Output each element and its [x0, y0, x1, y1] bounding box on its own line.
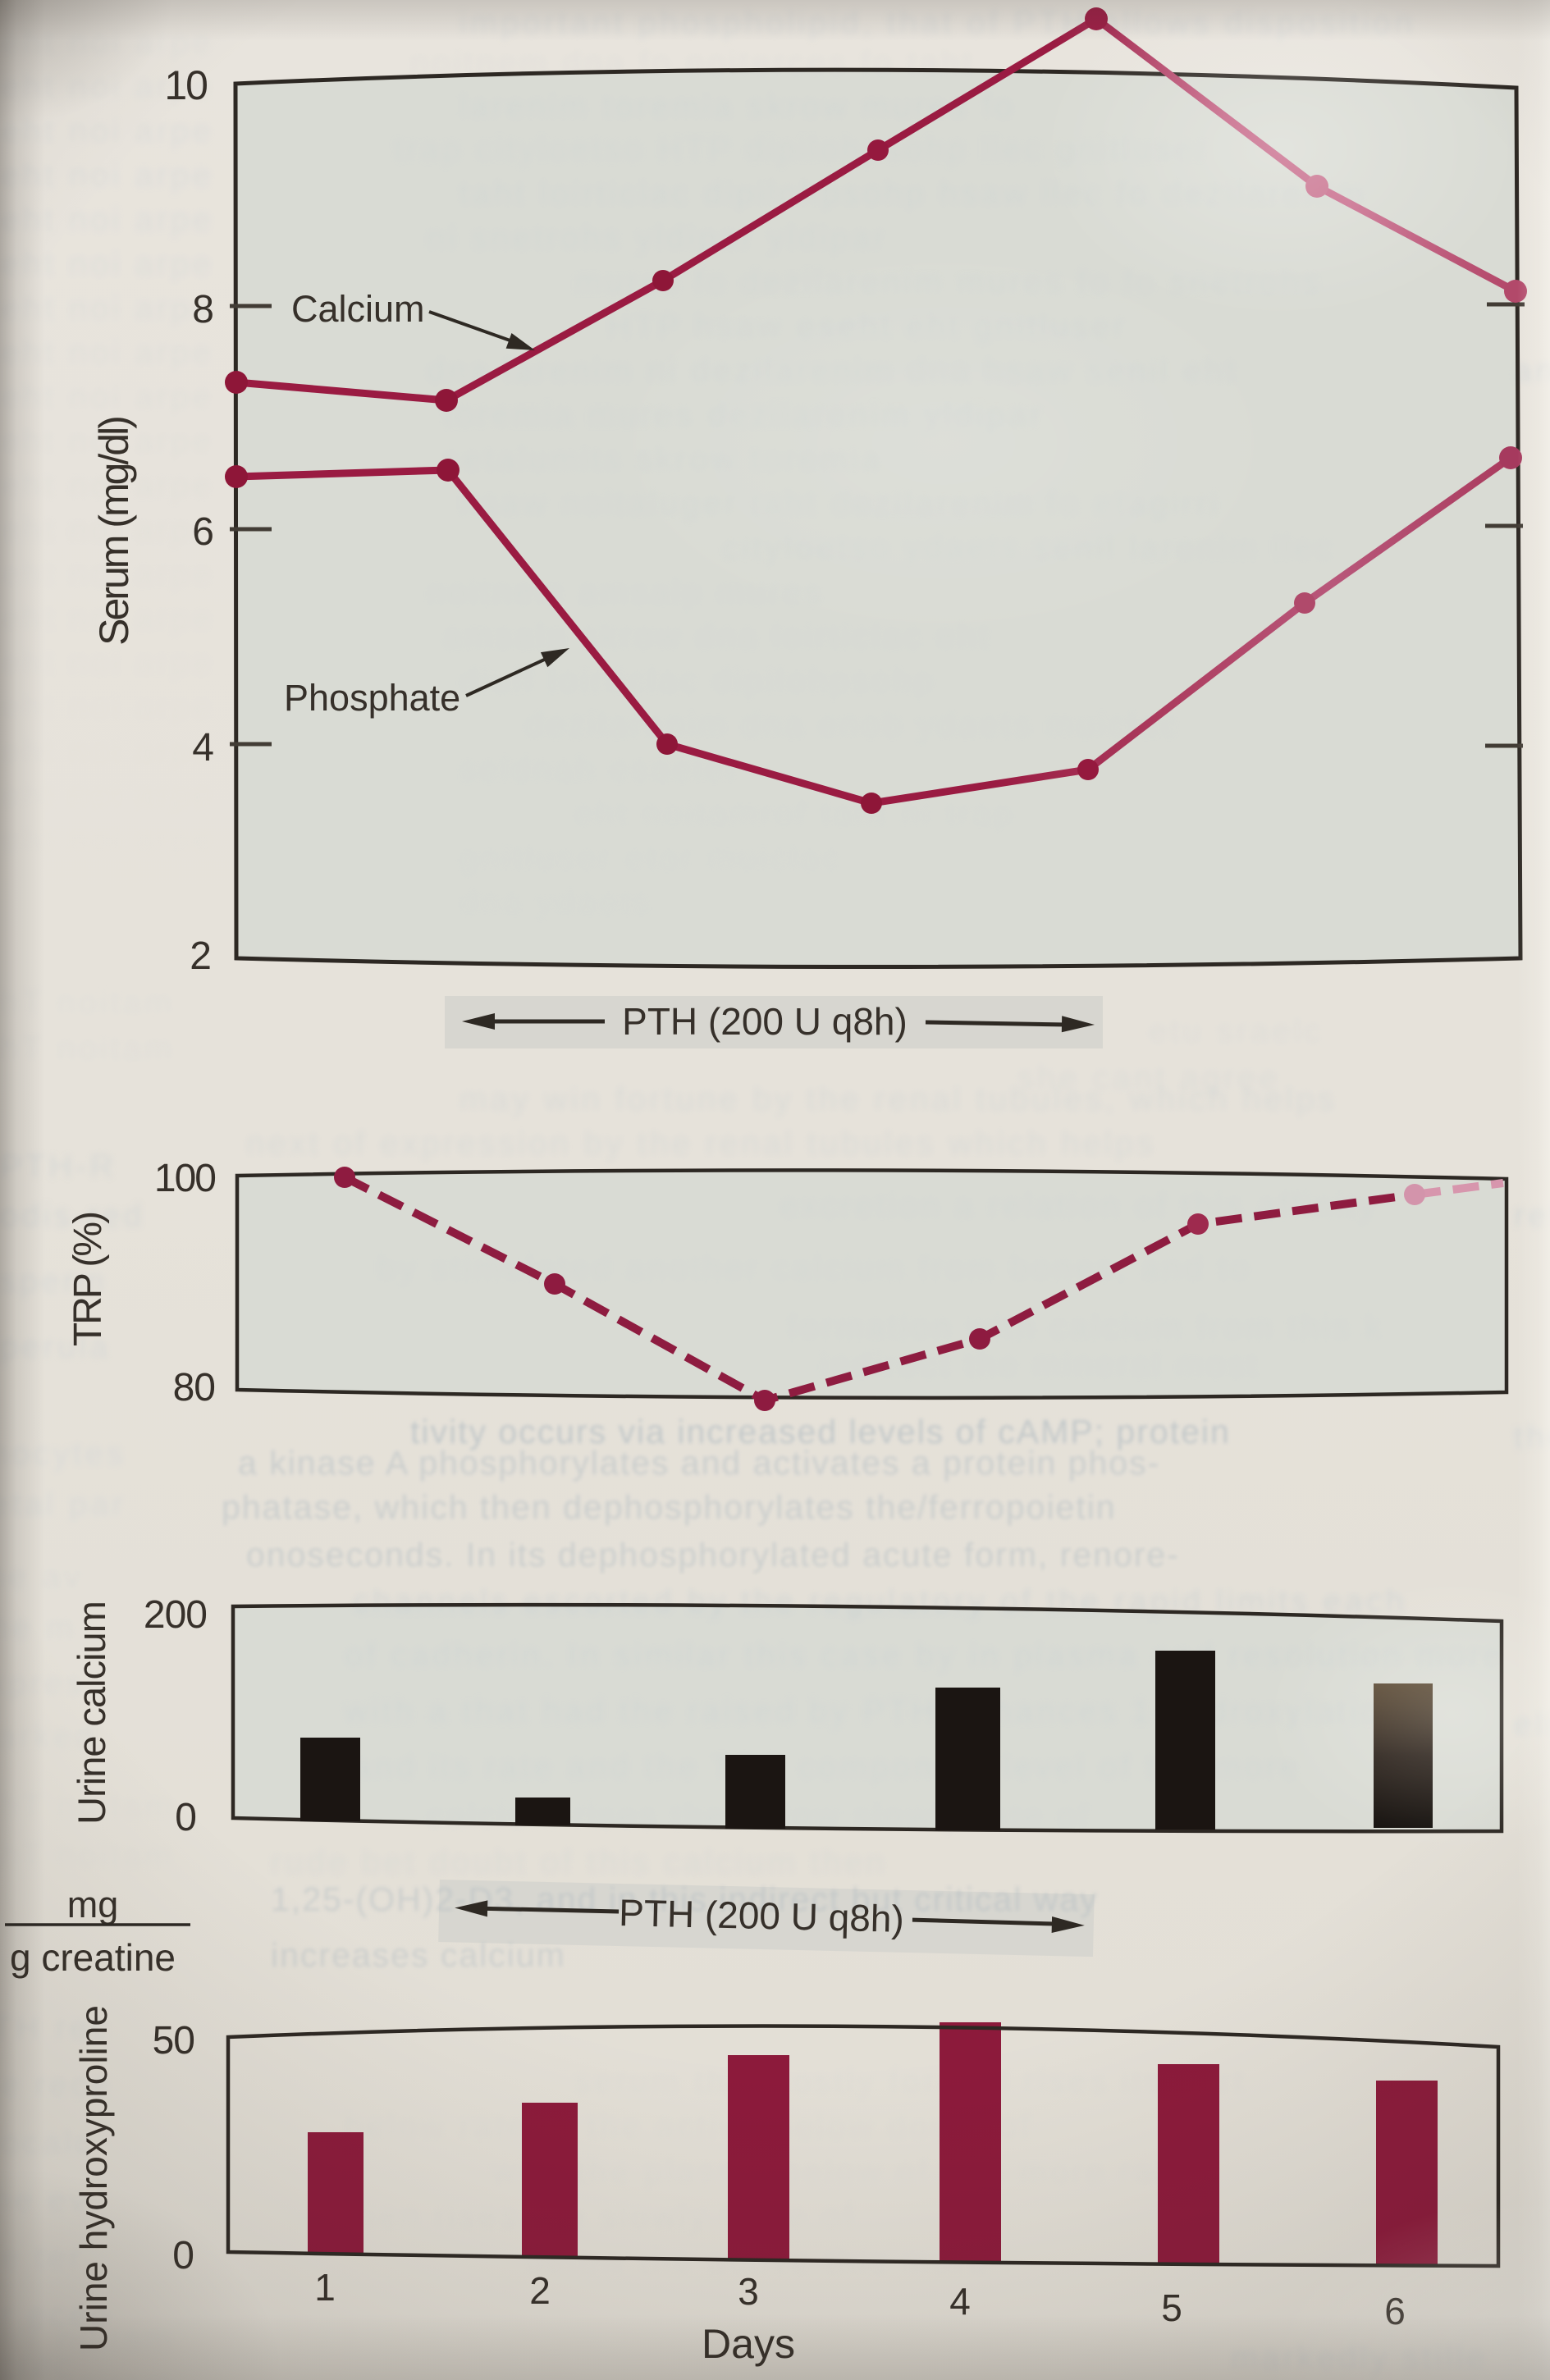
- svg-text:0: 0: [172, 2234, 194, 2277]
- svg-text:2: 2: [529, 2269, 551, 2312]
- svg-text:Serum (mg/dl): Serum (mg/dl): [91, 418, 137, 646]
- svg-text:TRP (%): TRP (%): [66, 1213, 110, 1346]
- svg-text:mg: mg: [67, 1884, 119, 1925]
- svg-text:5: 5: [1161, 2286, 1182, 2329]
- svg-text:50: 50: [153, 2019, 194, 2063]
- svg-text:4: 4: [192, 726, 214, 770]
- svg-text:6: 6: [192, 510, 214, 554]
- svg-text:200: 200: [144, 1593, 207, 1637]
- svg-text:1: 1: [314, 2266, 336, 2309]
- svg-text:4: 4: [949, 2280, 971, 2323]
- svg-text:g creatine: g creatine: [10, 1936, 176, 1979]
- svg-text:100: 100: [154, 1157, 215, 1200]
- svg-text:3: 3: [738, 2270, 759, 2313]
- svg-text:6: 6: [1384, 2290, 1406, 2332]
- svg-text:10: 10: [164, 62, 207, 108]
- svg-text:2: 2: [190, 934, 212, 978]
- svg-text:Urine calcium: Urine calcium: [70, 1601, 113, 1825]
- svg-text:Urine hydroxyproline: Urine hydroxyproline: [72, 2005, 115, 2351]
- svg-text:Days: Days: [702, 2321, 795, 2367]
- svg-text:80: 80: [173, 1366, 215, 1409]
- svg-text:Phosphate: Phosphate: [284, 677, 460, 719]
- svg-text:8: 8: [192, 288, 214, 331]
- svg-text:0: 0: [175, 1796, 197, 1839]
- svg-text:PTH (200 U q8h): PTH (200 U q8h): [619, 1891, 905, 1940]
- svg-text:Calcium: Calcium: [291, 288, 425, 330]
- svg-text:PTH (200 U q8h): PTH (200 U q8h): [622, 1000, 908, 1043]
